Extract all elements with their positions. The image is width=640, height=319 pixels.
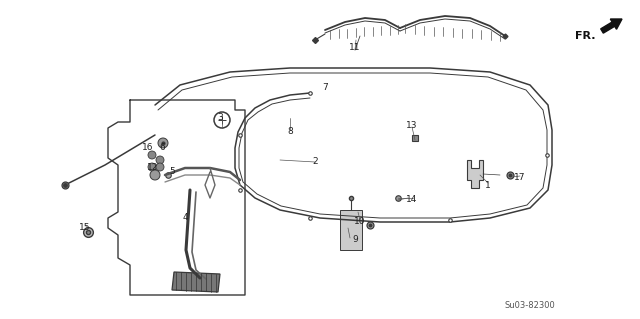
Text: 12: 12 bbox=[147, 164, 159, 173]
Circle shape bbox=[158, 138, 168, 148]
Text: 4: 4 bbox=[182, 213, 188, 222]
Text: 7: 7 bbox=[322, 84, 328, 93]
Polygon shape bbox=[340, 210, 362, 250]
Text: 13: 13 bbox=[406, 121, 418, 130]
Circle shape bbox=[150, 170, 160, 180]
Text: 9: 9 bbox=[352, 235, 358, 244]
Text: 1: 1 bbox=[485, 181, 491, 189]
Text: 16: 16 bbox=[142, 144, 154, 152]
Circle shape bbox=[156, 156, 164, 164]
Text: 5: 5 bbox=[169, 167, 175, 176]
Text: 2: 2 bbox=[312, 158, 318, 167]
Circle shape bbox=[148, 163, 156, 171]
Circle shape bbox=[148, 151, 156, 159]
Text: 14: 14 bbox=[406, 196, 418, 204]
Text: 17: 17 bbox=[515, 174, 525, 182]
Text: 8: 8 bbox=[287, 128, 293, 137]
Text: FR.: FR. bbox=[575, 31, 595, 41]
Polygon shape bbox=[172, 272, 220, 292]
FancyArrow shape bbox=[601, 19, 622, 33]
Text: 10: 10 bbox=[355, 218, 365, 226]
Text: 3: 3 bbox=[217, 114, 223, 122]
Text: 15: 15 bbox=[79, 224, 91, 233]
Circle shape bbox=[156, 163, 164, 171]
Text: Su03-82300: Su03-82300 bbox=[504, 300, 556, 309]
Text: 11: 11 bbox=[349, 43, 361, 53]
Polygon shape bbox=[467, 160, 483, 188]
Text: 6: 6 bbox=[159, 144, 165, 152]
